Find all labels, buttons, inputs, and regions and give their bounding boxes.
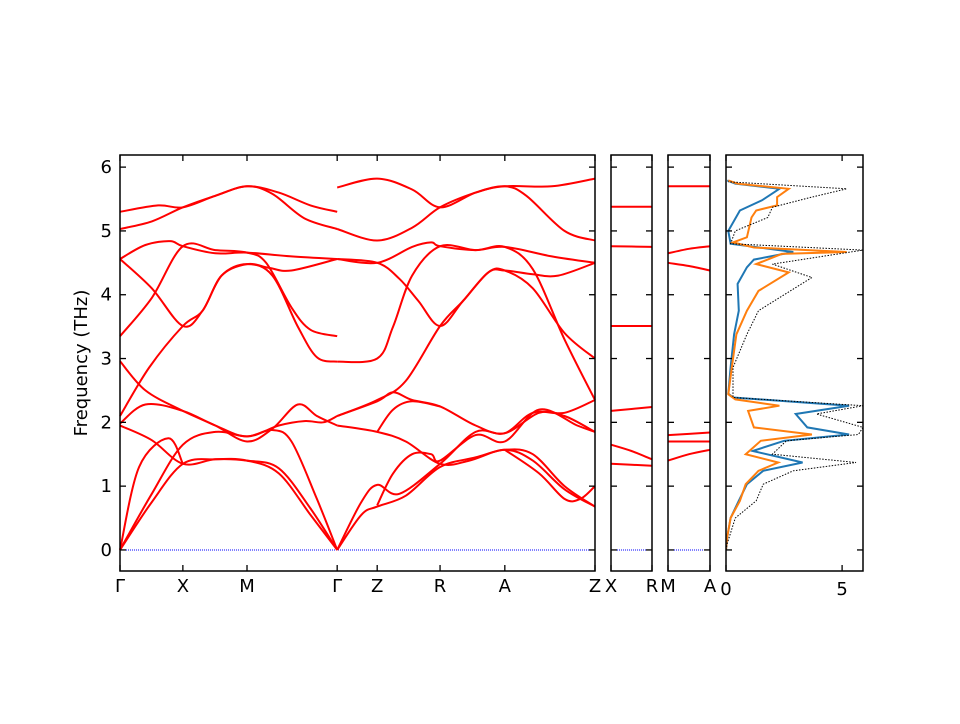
phonon-band — [119, 263, 338, 417]
x-tick-label: M — [239, 576, 255, 597]
phonon-band — [119, 458, 339, 551]
y-axis-label: Frequency (THz) — [71, 290, 92, 437]
phonon-band — [667, 448, 711, 462]
y-tick-label: 1 — [101, 476, 112, 497]
phonon-band — [336, 177, 596, 209]
phonon-band — [119, 240, 338, 260]
x-tick-label: X — [177, 576, 189, 597]
y-tick-label: 2 — [101, 412, 112, 433]
phonon-band — [376, 400, 441, 433]
phonon-band — [119, 185, 338, 230]
x-tick-label: A — [704, 576, 717, 597]
phonon-band — [376, 408, 596, 506]
x-tick-label: M — [660, 576, 676, 597]
x-tick-label: Γ — [115, 576, 125, 597]
y-tick-label: 0 — [101, 540, 112, 561]
phonon-band — [337, 244, 596, 401]
phonon-band — [337, 424, 596, 508]
phonon-band — [119, 360, 338, 443]
phonon-band — [610, 406, 653, 412]
phonon-band — [336, 399, 596, 551]
x-tick-label: R — [434, 576, 447, 597]
dos-x-tick-label: 5 — [836, 579, 847, 600]
x-tick-label: X — [605, 576, 617, 597]
phonon-band — [610, 245, 653, 248]
axes-frame — [725, 154, 864, 572]
phonon-band — [119, 428, 339, 551]
phonon-band — [336, 267, 596, 417]
x-tick-label: A — [499, 576, 512, 597]
phonon-band — [610, 443, 653, 461]
phonon-band — [119, 402, 338, 438]
axes-frame — [667, 154, 711, 572]
y-tick-label: 5 — [101, 221, 112, 242]
phonon-band — [336, 448, 596, 551]
dos-x-tick-label: 0 — [720, 579, 731, 600]
x-tick-label: R — [646, 576, 659, 597]
phonon-band — [119, 437, 184, 551]
phonon-band — [667, 431, 711, 437]
phonon-band — [610, 462, 653, 467]
phonon-band — [336, 185, 596, 242]
partial-dos-orange — [726, 179, 847, 550]
phonon-band — [667, 261, 711, 272]
y-tick-label: 3 — [101, 349, 112, 370]
chart-marks — [119, 177, 863, 551]
phonon-band — [119, 424, 338, 551]
phonon-band — [119, 242, 338, 338]
x-tick-label: Γ — [332, 576, 342, 597]
y-tick-label: 6 — [101, 157, 112, 178]
axes-frame — [610, 154, 653, 572]
partial-dos-blue — [726, 179, 850, 550]
x-tick-label: Z — [589, 576, 601, 597]
x-tick-label: Z — [371, 576, 383, 597]
axes-frame — [119, 154, 596, 572]
phonon-band — [337, 258, 596, 328]
phonon-band — [504, 448, 596, 503]
phonon-band — [337, 241, 596, 265]
phonon-band — [667, 245, 711, 255]
y-tick-label: 4 — [101, 285, 112, 306]
